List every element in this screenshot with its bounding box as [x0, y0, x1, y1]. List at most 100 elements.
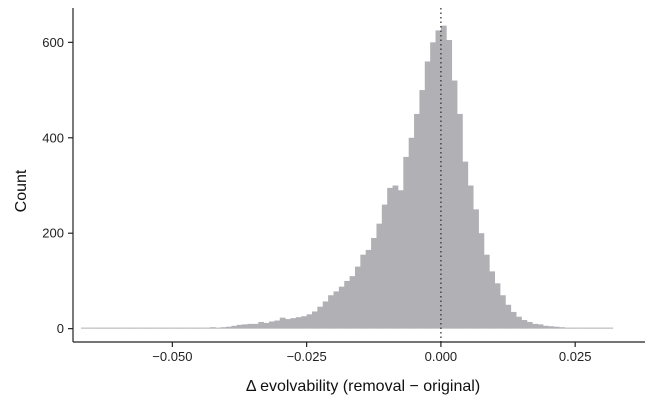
- histogram-bar: [322, 301, 329, 329]
- histogram-bar: [435, 30, 442, 329]
- histogram-bar: [365, 249, 372, 329]
- histogram-bar: [483, 254, 490, 329]
- histogram-bar: [161, 327, 168, 329]
- histogram-bar: [118, 327, 125, 329]
- histogram-bar: [387, 187, 393, 329]
- histogram-bar: [478, 233, 485, 329]
- y-axis-title: Count: [13, 169, 30, 212]
- histogram-bar: [295, 317, 302, 329]
- histogram-bar: [124, 327, 130, 329]
- histogram-bar: [580, 327, 587, 329]
- histogram-bar: [360, 254, 367, 329]
- histogram-bar: [333, 291, 340, 329]
- histogram-bar: [204, 327, 211, 329]
- histogram-bar: [575, 327, 581, 329]
- histogram-bar: [145, 327, 152, 329]
- histogram-bar: [381, 204, 388, 329]
- histogram-bar: [397, 190, 404, 329]
- histogram-bar: [150, 327, 157, 329]
- x-tick-label: 0.000: [425, 349, 458, 364]
- histogram-bar: [489, 271, 496, 329]
- histogram-bar: [414, 113, 420, 329]
- histogram-bar: [591, 327, 598, 329]
- histogram-bar: [301, 316, 308, 329]
- histogram-bar: [328, 295, 334, 329]
- histogram-bar: [424, 61, 431, 329]
- histogram-bar: [344, 280, 350, 329]
- histogram-bar: [553, 326, 560, 329]
- histogram-bar: [102, 327, 109, 329]
- histogram-bar: [446, 39, 453, 329]
- histogram-bar: [596, 327, 603, 329]
- histogram-bar: [177, 327, 184, 329]
- histogram-bar: [252, 323, 259, 329]
- y-axis-ticks: 0 200 400 600: [42, 35, 73, 336]
- histogram-bar: [97, 327, 103, 329]
- histogram-bar: [564, 327, 571, 329]
- histogram-bar: [312, 311, 318, 329]
- histogram-bar: [510, 311, 517, 329]
- histogram-bar: [440, 25, 447, 329]
- histogram-bar: [505, 304, 512, 329]
- histogram-bar: [559, 327, 565, 329]
- x-tick-label: 0.025: [559, 349, 592, 364]
- histogram-bar: [242, 324, 248, 329]
- histogram-bar: [274, 320, 281, 329]
- histogram-bar: [532, 323, 538, 329]
- histogram-bar: [457, 113, 463, 329]
- histogram-bar: [279, 317, 286, 329]
- histogram-bar: [349, 276, 356, 329]
- histogram-bar: [215, 327, 222, 329]
- histogram-bar: [419, 90, 426, 329]
- histogram-bar: [183, 327, 189, 329]
- histogram-bar: [602, 327, 608, 329]
- histogram-bar: [91, 327, 98, 329]
- histogram-bar: [585, 327, 592, 329]
- histogram-bar: [81, 327, 87, 329]
- histogram-bar: [542, 325, 549, 329]
- histogram-bar: [430, 42, 436, 329]
- histogram-bar: [408, 137, 415, 329]
- histogram-bar: [569, 327, 576, 329]
- x-axis-title: Δ evolvability (removal − original): [246, 378, 480, 395]
- histogram-bar: [134, 327, 141, 329]
- histogram-bar: [403, 156, 410, 329]
- histogram-bar: [220, 327, 227, 329]
- histogram-bar: [392, 185, 399, 329]
- histogram-bar: [354, 266, 361, 329]
- y-tick-label: 200: [42, 226, 64, 241]
- histogram-bar: [516, 316, 522, 329]
- histogram-bar: [231, 325, 238, 329]
- histogram-bar: [537, 324, 544, 329]
- histogram-bar: [209, 327, 216, 329]
- histogram-bar: [548, 326, 555, 329]
- y-tick-label: 600: [42, 35, 64, 50]
- histogram-bar: [290, 318, 297, 329]
- histogram-bar: [607, 327, 614, 329]
- histogram-bar: [317, 306, 324, 329]
- histogram-bar: [263, 322, 270, 329]
- histogram-bar: [526, 321, 533, 329]
- histogram-bar: [199, 327, 205, 329]
- x-axis-ticks: −0.050 −0.025 0.000 0.025: [152, 342, 591, 364]
- histogram-bar: [166, 327, 173, 329]
- histogram-bar: [521, 320, 528, 329]
- histogram-bar: [188, 327, 195, 329]
- histogram-bar: [285, 319, 291, 329]
- histogram-bar: [371, 237, 377, 329]
- histogram-bar: [462, 161, 469, 329]
- histogram-bar: [156, 327, 163, 329]
- histogram-bar: [467, 185, 474, 329]
- histogram-bar: [226, 326, 232, 329]
- histogram-bar: [107, 327, 114, 329]
- histogram-bar: [494, 283, 501, 329]
- y-tick-label: 0: [57, 321, 64, 336]
- histogram-bar: [129, 327, 136, 329]
- x-tick-label: −0.025: [287, 349, 327, 364]
- histogram-bars: [81, 25, 614, 329]
- histogram-bar: [86, 327, 93, 329]
- histogram-bar: [269, 321, 275, 329]
- histogram-bar: [193, 327, 200, 329]
- histogram-bar: [306, 314, 313, 329]
